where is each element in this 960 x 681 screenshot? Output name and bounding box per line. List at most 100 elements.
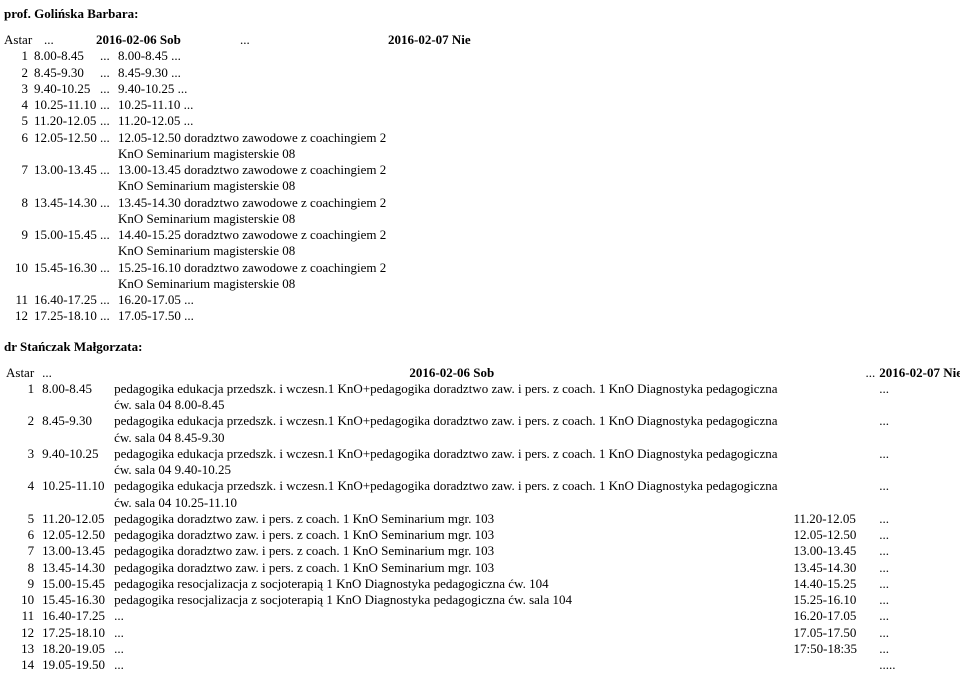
schedule-row: 813.45-14.30...13.45-14.30 doradztwo zaw… <box>4 195 960 228</box>
schedule-row: 1015.45-16.30...15.25-16.10 doradztwo za… <box>4 260 960 293</box>
right-time <box>792 478 878 511</box>
time-slot: 18.20-19.05 <box>40 641 112 657</box>
schedule-row: 28.45-9.30pedagogika edukacja przedszk. … <box>4 413 960 446</box>
left-cell: 11.20-12.05 ... <box>118 113 394 129</box>
row-number: 14 <box>4 657 40 673</box>
time-slot: 8.00-8.45 <box>40 381 112 414</box>
dots: ... <box>877 478 960 511</box>
schedule-row: 1217.25-18.10...17.05-17.50 ... <box>4 308 960 324</box>
schedule-row: 1015.45-16.30pedagogika resocjalizacja z… <box>4 592 960 608</box>
dots: ... <box>877 576 960 592</box>
row-number: 3 <box>4 81 34 97</box>
dots: ... <box>877 511 960 527</box>
row-number: 2 <box>4 413 40 446</box>
time-slot: 13.45-14.30 <box>40 560 112 576</box>
row-number: 8 <box>4 195 34 228</box>
dots: ... <box>100 292 118 308</box>
schedule-row: 915.00-15.45...14.40-15.25 doradztwo zaw… <box>4 227 960 260</box>
left-cell: 13.00-13.45 doradztwo zawodowe z coachin… <box>118 162 394 195</box>
left-cell: 10.25-11.10 ... <box>118 97 394 113</box>
row-number: 9 <box>4 227 34 260</box>
description: pedagogika edukacja przedszk. i wczesn.1… <box>112 381 791 414</box>
right-time <box>792 657 878 673</box>
dots: ... <box>792 365 878 381</box>
right-time: 14.40-15.25 <box>792 576 878 592</box>
row-number: 7 <box>4 162 34 195</box>
dots: ..... <box>877 657 960 673</box>
schedule-row: 18.00-8.45pedagogika edukacja przedszk. … <box>4 381 960 414</box>
description: ... <box>112 625 791 641</box>
day2-header: 2016-02-07 Nie <box>877 365 960 381</box>
schedule-row: 28.45-9.30...8.45-9.30 ... <box>4 65 960 81</box>
astar-label: Astar <box>4 32 44 48</box>
dots: ... <box>100 48 118 64</box>
left-cell: 8.45-9.30 ... <box>118 65 394 81</box>
row-number: 1 <box>4 48 34 64</box>
dots: ... <box>100 113 118 129</box>
left-cell: 14.40-15.25 doradztwo zawodowe z coachin… <box>118 227 394 260</box>
row-number: 5 <box>4 511 40 527</box>
prof-rows: 18.00-8.45...8.00-8.45 ...28.45-9.30...8… <box>4 48 960 324</box>
section-title-prof: prof. Golińska Barbara: <box>4 6 960 22</box>
left-cell: 16.20-17.05 ... <box>118 292 394 308</box>
time-slot: 11.20-12.05 <box>34 113 100 129</box>
time-slot: 12.05-12.50 <box>34 130 100 163</box>
left-cell: 12.05-12.50 doradztwo zawodowe z coachin… <box>118 130 394 163</box>
time-slot: 9.40-10.25 <box>40 446 112 479</box>
dots: ... <box>877 413 960 446</box>
time-slot: 9.40-10.25 <box>34 81 100 97</box>
dots: ... <box>877 527 960 543</box>
schedule-row: 612.05-12.50...12.05-12.50 doradztwo zaw… <box>4 130 960 163</box>
description: pedagogika edukacja przedszk. i wczesn.1… <box>112 413 791 446</box>
time-slot: 10.25-11.10 <box>40 478 112 511</box>
right-time <box>792 381 878 414</box>
row-number: 8 <box>4 560 40 576</box>
row-number: 11 <box>4 608 40 624</box>
description: pedagogika doradztwo zaw. i pers. z coac… <box>112 527 791 543</box>
right-time: 17:50-18:35 <box>792 641 878 657</box>
time-slot: 10.25-11.10 <box>34 97 100 113</box>
dots: ... <box>100 130 118 163</box>
description: ... <box>112 641 791 657</box>
dots: ... <box>100 65 118 81</box>
dots: ... <box>100 227 118 260</box>
description: ... <box>112 657 791 673</box>
time-slot: 13.00-13.45 <box>40 543 112 559</box>
schedule-row: 1116.40-17.25...16.20-17.05 ... <box>4 292 960 308</box>
dots: ... <box>100 97 118 113</box>
description: pedagogika edukacja przedszk. i wczesn.1… <box>112 446 791 479</box>
right-time: 11.20-12.05 <box>792 511 878 527</box>
time-slot: 17.25-18.10 <box>40 625 112 641</box>
right-time: 17.05-17.50 <box>792 625 878 641</box>
row-number: 10 <box>4 592 40 608</box>
header-row-dr: Astar ... 2016-02-06 Sob ... 2016-02-07 … <box>4 365 960 381</box>
time-slot: 15.45-16.30 <box>34 260 100 293</box>
right-time: 16.20-17.05 <box>792 608 878 624</box>
schedule-row: 18.00-8.45...8.00-8.45 ... <box>4 48 960 64</box>
schedule-block-prof: prof. Golińska Barbara: Astar ... 2016-0… <box>4 6 960 325</box>
schedule-row: 5 11.20-12.05pedagogika doradztwo zaw. i … <box>4 511 960 527</box>
right-time: 13.00-13.45 <box>792 543 878 559</box>
schedule-block-dr: dr Stańczak Małgorzata: Astar ... 2016-0… <box>4 339 960 674</box>
right-time: 15.25-16.10 <box>792 592 878 608</box>
dots: ... <box>240 32 388 48</box>
left-cell: 13.45-14.30 doradztwo zawodowe z coachin… <box>118 195 394 228</box>
dots: ... <box>877 560 960 576</box>
schedule-row: 612.05-12.50pedagogika doradztwo zaw. i … <box>4 527 960 543</box>
description: pedagogika resocjalizacja z socjoterapią… <box>112 576 791 592</box>
dots: ... <box>40 365 112 381</box>
dots: ... <box>877 641 960 657</box>
schedule-row: 410.25-11.10...10.25-11.10 ... <box>4 97 960 113</box>
description: pedagogika doradztwo zaw. i pers. z coac… <box>112 511 791 527</box>
left-cell: 8.00-8.45 ... <box>118 48 394 64</box>
row-number: 5 <box>4 113 34 129</box>
left-cell: 17.05-17.50 ... <box>118 308 394 324</box>
row-number: 6 <box>4 527 40 543</box>
dots: ... <box>100 260 118 293</box>
dots: ... <box>100 81 118 97</box>
time-slot: 19.05-19.50 <box>40 657 112 673</box>
dots: ... <box>877 381 960 414</box>
row-number: 12 <box>4 625 40 641</box>
time-slot: 16.40-17.25 <box>34 292 100 308</box>
time-slot: 8.45-9.30 <box>34 65 100 81</box>
